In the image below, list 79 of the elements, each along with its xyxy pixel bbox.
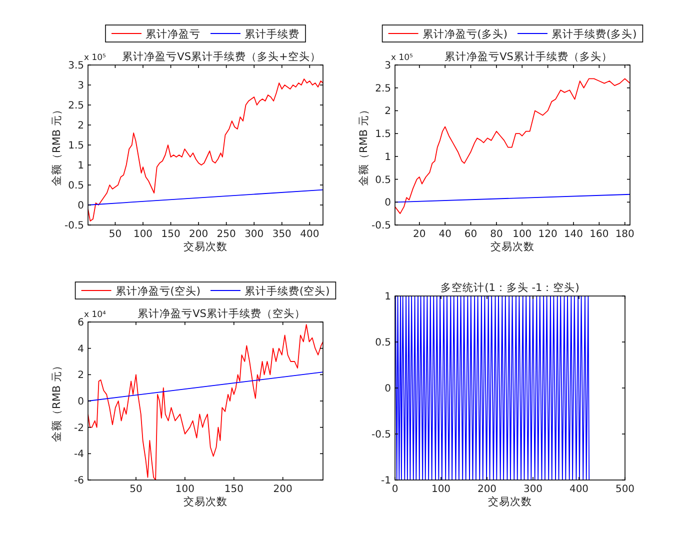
y-tick-label: -2 [74, 422, 84, 434]
x-tick-label: 50 [108, 229, 122, 240]
legend-label: 累计净盈亏 [146, 28, 200, 40]
x-tick-label: 100 [175, 484, 194, 495]
y-tick-label: 1 [384, 152, 391, 163]
x-tick-label: 150 [161, 229, 180, 240]
y-tick-label: -6 [74, 476, 84, 486]
legend-label: 累计净盈亏(空头) [115, 284, 200, 298]
y-tick-label: 0.5 [375, 338, 391, 348]
x-tick-label: 160 [590, 229, 609, 240]
x-axis-title: 交易次数 [488, 495, 532, 508]
y-tick-label: 1 [384, 292, 391, 302]
y-tick-label: 2.5 [68, 100, 84, 112]
text: x 10⁵ [391, 53, 413, 63]
chart-title: 累计净盈亏VS累计手续费（空头） [138, 307, 306, 320]
x-tick-label: 180 [615, 229, 634, 240]
x-tick-label: 300 [523, 484, 543, 495]
y-axis-title: 金额（RMB 元） [357, 104, 370, 186]
x-tick-label: 500 [615, 484, 635, 495]
x-tick-label: 400 [300, 229, 320, 240]
x-axis-title: 交易次数 [184, 240, 228, 253]
y-tick-label: 2 [78, 120, 84, 132]
y-tick-label: 3 [384, 60, 391, 72]
y-tick-label: -0.5 [64, 220, 84, 232]
line-series [395, 78, 630, 214]
y-tick-label: 0 [384, 198, 391, 209]
x-tick-label: 100 [133, 229, 153, 240]
chart-title: 累计净盈亏VS累计手续费（多头） [444, 50, 612, 63]
y-tick-label: 3.5 [68, 60, 84, 72]
x-tick-label: 200 [189, 229, 208, 240]
x-tick-label: 200 [477, 484, 497, 495]
chart-title: 多空统计(1：多头 -1：空头) [440, 281, 580, 294]
chart-title: 累计净盈亏VS累计手续费（多头+空头） [122, 50, 321, 63]
legend-label: 累计手续费 [244, 28, 300, 40]
y-tick-label: 2 [78, 370, 84, 382]
x-tick-label: 300 [244, 229, 264, 240]
x-tick-label: 60 [464, 229, 478, 240]
y-axis-title: 金额（RMB 元） [50, 104, 63, 186]
legend-label: 累计净盈亏(多头) [422, 28, 508, 40]
line-series [88, 324, 323, 480]
y-tick-label: 1.5 [68, 140, 84, 152]
x-tick-label: 50 [130, 484, 142, 495]
y-tick-label: 0 [78, 200, 84, 212]
y-tick-label: 0.5 [68, 180, 84, 192]
y-tick-label: 6 [78, 318, 84, 328]
y-axis-title: 金额（RMB 元） [50, 360, 63, 442]
text: x 10⁴ [84, 310, 107, 320]
x-tick-label: 0 [392, 484, 398, 495]
x-tick-label: 200 [273, 484, 292, 495]
x-axis-title: 交易次数 [490, 240, 534, 253]
y-tick-label: -1 [381, 476, 391, 486]
x-tick-label: 40 [438, 229, 452, 240]
x-tick-label: 150 [224, 484, 244, 495]
y-tick-label: 2.5 [375, 83, 391, 94]
x-tick-label: 250 [216, 229, 236, 240]
x-tick-label: 400 [569, 484, 589, 495]
y-tick-label: -0.5 [371, 430, 391, 440]
x-tick-label: 100 [512, 229, 532, 240]
x-tick-label: 20 [413, 229, 426, 240]
y-tick-label: 4 [78, 344, 84, 355]
y-tick-label: 0 [78, 396, 84, 408]
y-tick-label: 3 [78, 80, 84, 92]
y-tick-label: 0.5 [375, 174, 391, 186]
y-tick-label: 1 [78, 160, 84, 172]
y-tick-label: 0 [384, 384, 391, 394]
x-tick-label: 100 [431, 484, 451, 495]
x-tick-label: 80 [490, 229, 503, 240]
line-series [88, 78, 323, 222]
y-tick-label: 2 [384, 106, 391, 118]
x-axis-title: 交易次数 [184, 495, 228, 508]
legend-label: 累计手续费(空头) [244, 284, 330, 298]
legend-label: 累计手续费(多头) [552, 28, 637, 40]
x-tick-label: 120 [538, 229, 558, 240]
y-tick-label: -4 [74, 449, 84, 460]
y-tick-label: -0.5 [371, 220, 391, 232]
y-tick-label: 1.5 [375, 129, 391, 140]
text: x 10⁵ [84, 53, 106, 63]
x-tick-label: 140 [564, 229, 584, 240]
x-tick-label: 350 [272, 229, 292, 240]
